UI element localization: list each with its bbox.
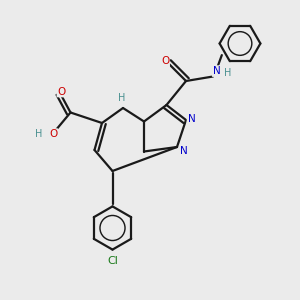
Text: H: H (118, 93, 125, 103)
Text: N: N (213, 66, 220, 76)
Text: H: H (35, 129, 43, 139)
Text: N: N (180, 146, 188, 156)
Text: O: O (161, 56, 169, 67)
Text: Cl: Cl (107, 256, 118, 266)
Text: H: H (224, 68, 232, 79)
Text: O: O (49, 129, 57, 139)
Text: O: O (57, 86, 66, 97)
Text: N: N (188, 114, 195, 124)
